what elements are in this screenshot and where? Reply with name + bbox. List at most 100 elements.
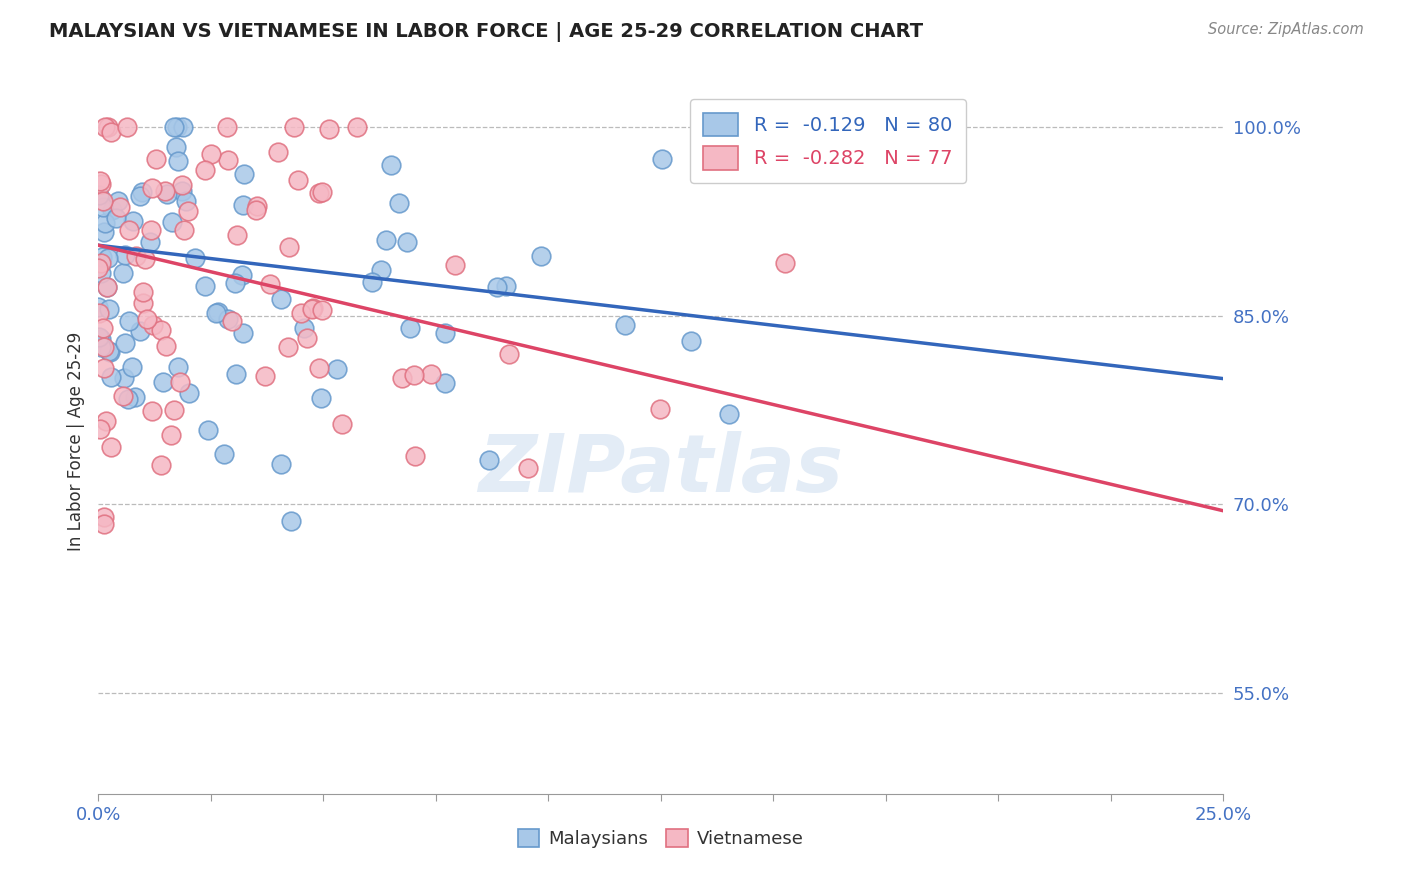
Point	[153, 184, 176, 198]
Point	[91, 321, 114, 335]
Point	[110, 200, 132, 214]
Point	[111, 266, 134, 280]
Point	[225, 228, 247, 243]
Point	[165, 140, 187, 154]
Point	[100, 203, 122, 218]
Text: MALAYSIAN VS VIETNAMESE IN LABOR FORCE | AGE 25-29 CORRELATION CHART: MALAYSIAN VS VIETNAMESE IN LABOR FORCE |…	[49, 22, 924, 42]
Point	[98, 301, 121, 316]
Point	[215, 120, 238, 134]
Point	[156, 186, 179, 201]
Point	[176, 194, 198, 208]
Point	[259, 277, 281, 292]
Point	[94, 120, 117, 134]
Point	[301, 302, 323, 317]
Point	[388, 195, 411, 210]
Point	[177, 203, 200, 218]
Point	[287, 173, 309, 187]
Point	[309, 391, 332, 405]
Point	[404, 450, 426, 464]
Point	[318, 121, 340, 136]
Point	[100, 370, 122, 384]
Point	[132, 296, 155, 310]
Point	[253, 369, 276, 384]
Point	[433, 326, 456, 340]
Point	[177, 386, 200, 401]
Point	[214, 447, 236, 461]
Point	[380, 158, 402, 172]
Point	[346, 120, 368, 134]
Legend: Malaysians, Vietnamese: Malaysians, Vietnamese	[510, 822, 811, 855]
Point	[232, 167, 254, 181]
Point	[87, 300, 110, 314]
Point	[280, 514, 302, 528]
Point	[91, 201, 114, 215]
Point	[294, 320, 316, 334]
Point	[207, 305, 229, 319]
Point	[205, 306, 228, 320]
Y-axis label: In Labor Force | Age 25-29: In Labor Force | Age 25-29	[66, 332, 84, 551]
Point	[270, 457, 292, 471]
Point	[96, 279, 118, 293]
Point	[183, 251, 205, 265]
Point	[614, 318, 637, 333]
Text: Source: ZipAtlas.com: Source: ZipAtlas.com	[1208, 22, 1364, 37]
Point	[93, 516, 115, 531]
Point	[169, 375, 191, 389]
Point	[193, 163, 215, 178]
Point	[93, 340, 115, 354]
Point	[91, 194, 114, 208]
Point	[114, 336, 136, 351]
Point	[232, 197, 254, 211]
Point	[93, 225, 115, 239]
Point	[375, 233, 398, 247]
Point	[97, 252, 120, 266]
Point	[135, 311, 157, 326]
Point	[717, 407, 740, 421]
Point	[277, 240, 299, 254]
Point	[160, 428, 183, 442]
Point	[112, 371, 135, 385]
Point	[134, 252, 156, 266]
Point	[172, 184, 194, 198]
Point	[131, 186, 153, 200]
Point	[246, 199, 269, 213]
Point	[90, 340, 112, 354]
Point	[172, 120, 194, 134]
Point	[125, 249, 148, 263]
Point	[122, 214, 145, 228]
Point	[139, 235, 162, 249]
Point	[163, 120, 186, 134]
Point	[89, 306, 111, 320]
Point	[141, 403, 163, 417]
Point	[149, 324, 172, 338]
Point	[132, 285, 155, 300]
Point	[194, 279, 217, 293]
Point	[166, 120, 188, 134]
Point	[141, 181, 163, 195]
Point	[128, 324, 150, 338]
Point	[221, 314, 243, 328]
Point	[200, 146, 222, 161]
Text: ZIPatlas: ZIPatlas	[478, 431, 844, 508]
Point	[330, 417, 353, 431]
Point	[370, 263, 392, 277]
Point	[270, 292, 292, 306]
Point	[90, 266, 112, 280]
Point	[117, 392, 139, 407]
Point	[217, 153, 239, 167]
Point	[150, 458, 173, 472]
Point	[104, 211, 127, 226]
Point	[197, 423, 219, 437]
Point	[90, 256, 112, 270]
Point	[651, 153, 673, 167]
Point	[283, 120, 305, 134]
Point	[152, 376, 174, 390]
Point	[326, 362, 349, 376]
Point	[163, 403, 186, 417]
Point	[311, 185, 333, 199]
Point	[434, 376, 457, 390]
Point	[267, 145, 290, 159]
Point	[89, 173, 111, 187]
Point	[398, 321, 420, 335]
Point	[224, 277, 246, 291]
